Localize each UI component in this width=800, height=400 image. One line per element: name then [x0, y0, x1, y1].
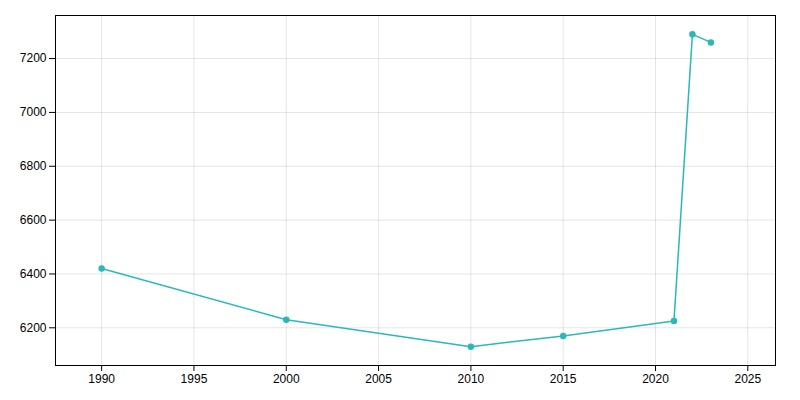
svg-text:2005: 2005	[365, 372, 392, 386]
svg-text:6200: 6200	[20, 321, 47, 335]
svg-text:7000: 7000	[20, 105, 47, 119]
svg-text:7200: 7200	[20, 51, 47, 65]
svg-text:2015: 2015	[550, 372, 577, 386]
svg-text:2010: 2010	[458, 372, 485, 386]
svg-text:6600: 6600	[20, 213, 47, 227]
svg-text:2000: 2000	[273, 372, 300, 386]
svg-text:1990: 1990	[88, 372, 115, 386]
svg-text:2020: 2020	[642, 372, 669, 386]
svg-text:1995: 1995	[181, 372, 208, 386]
svg-text:2025: 2025	[734, 372, 761, 386]
svg-text:6400: 6400	[20, 267, 47, 281]
svg-text:6800: 6800	[20, 159, 47, 173]
